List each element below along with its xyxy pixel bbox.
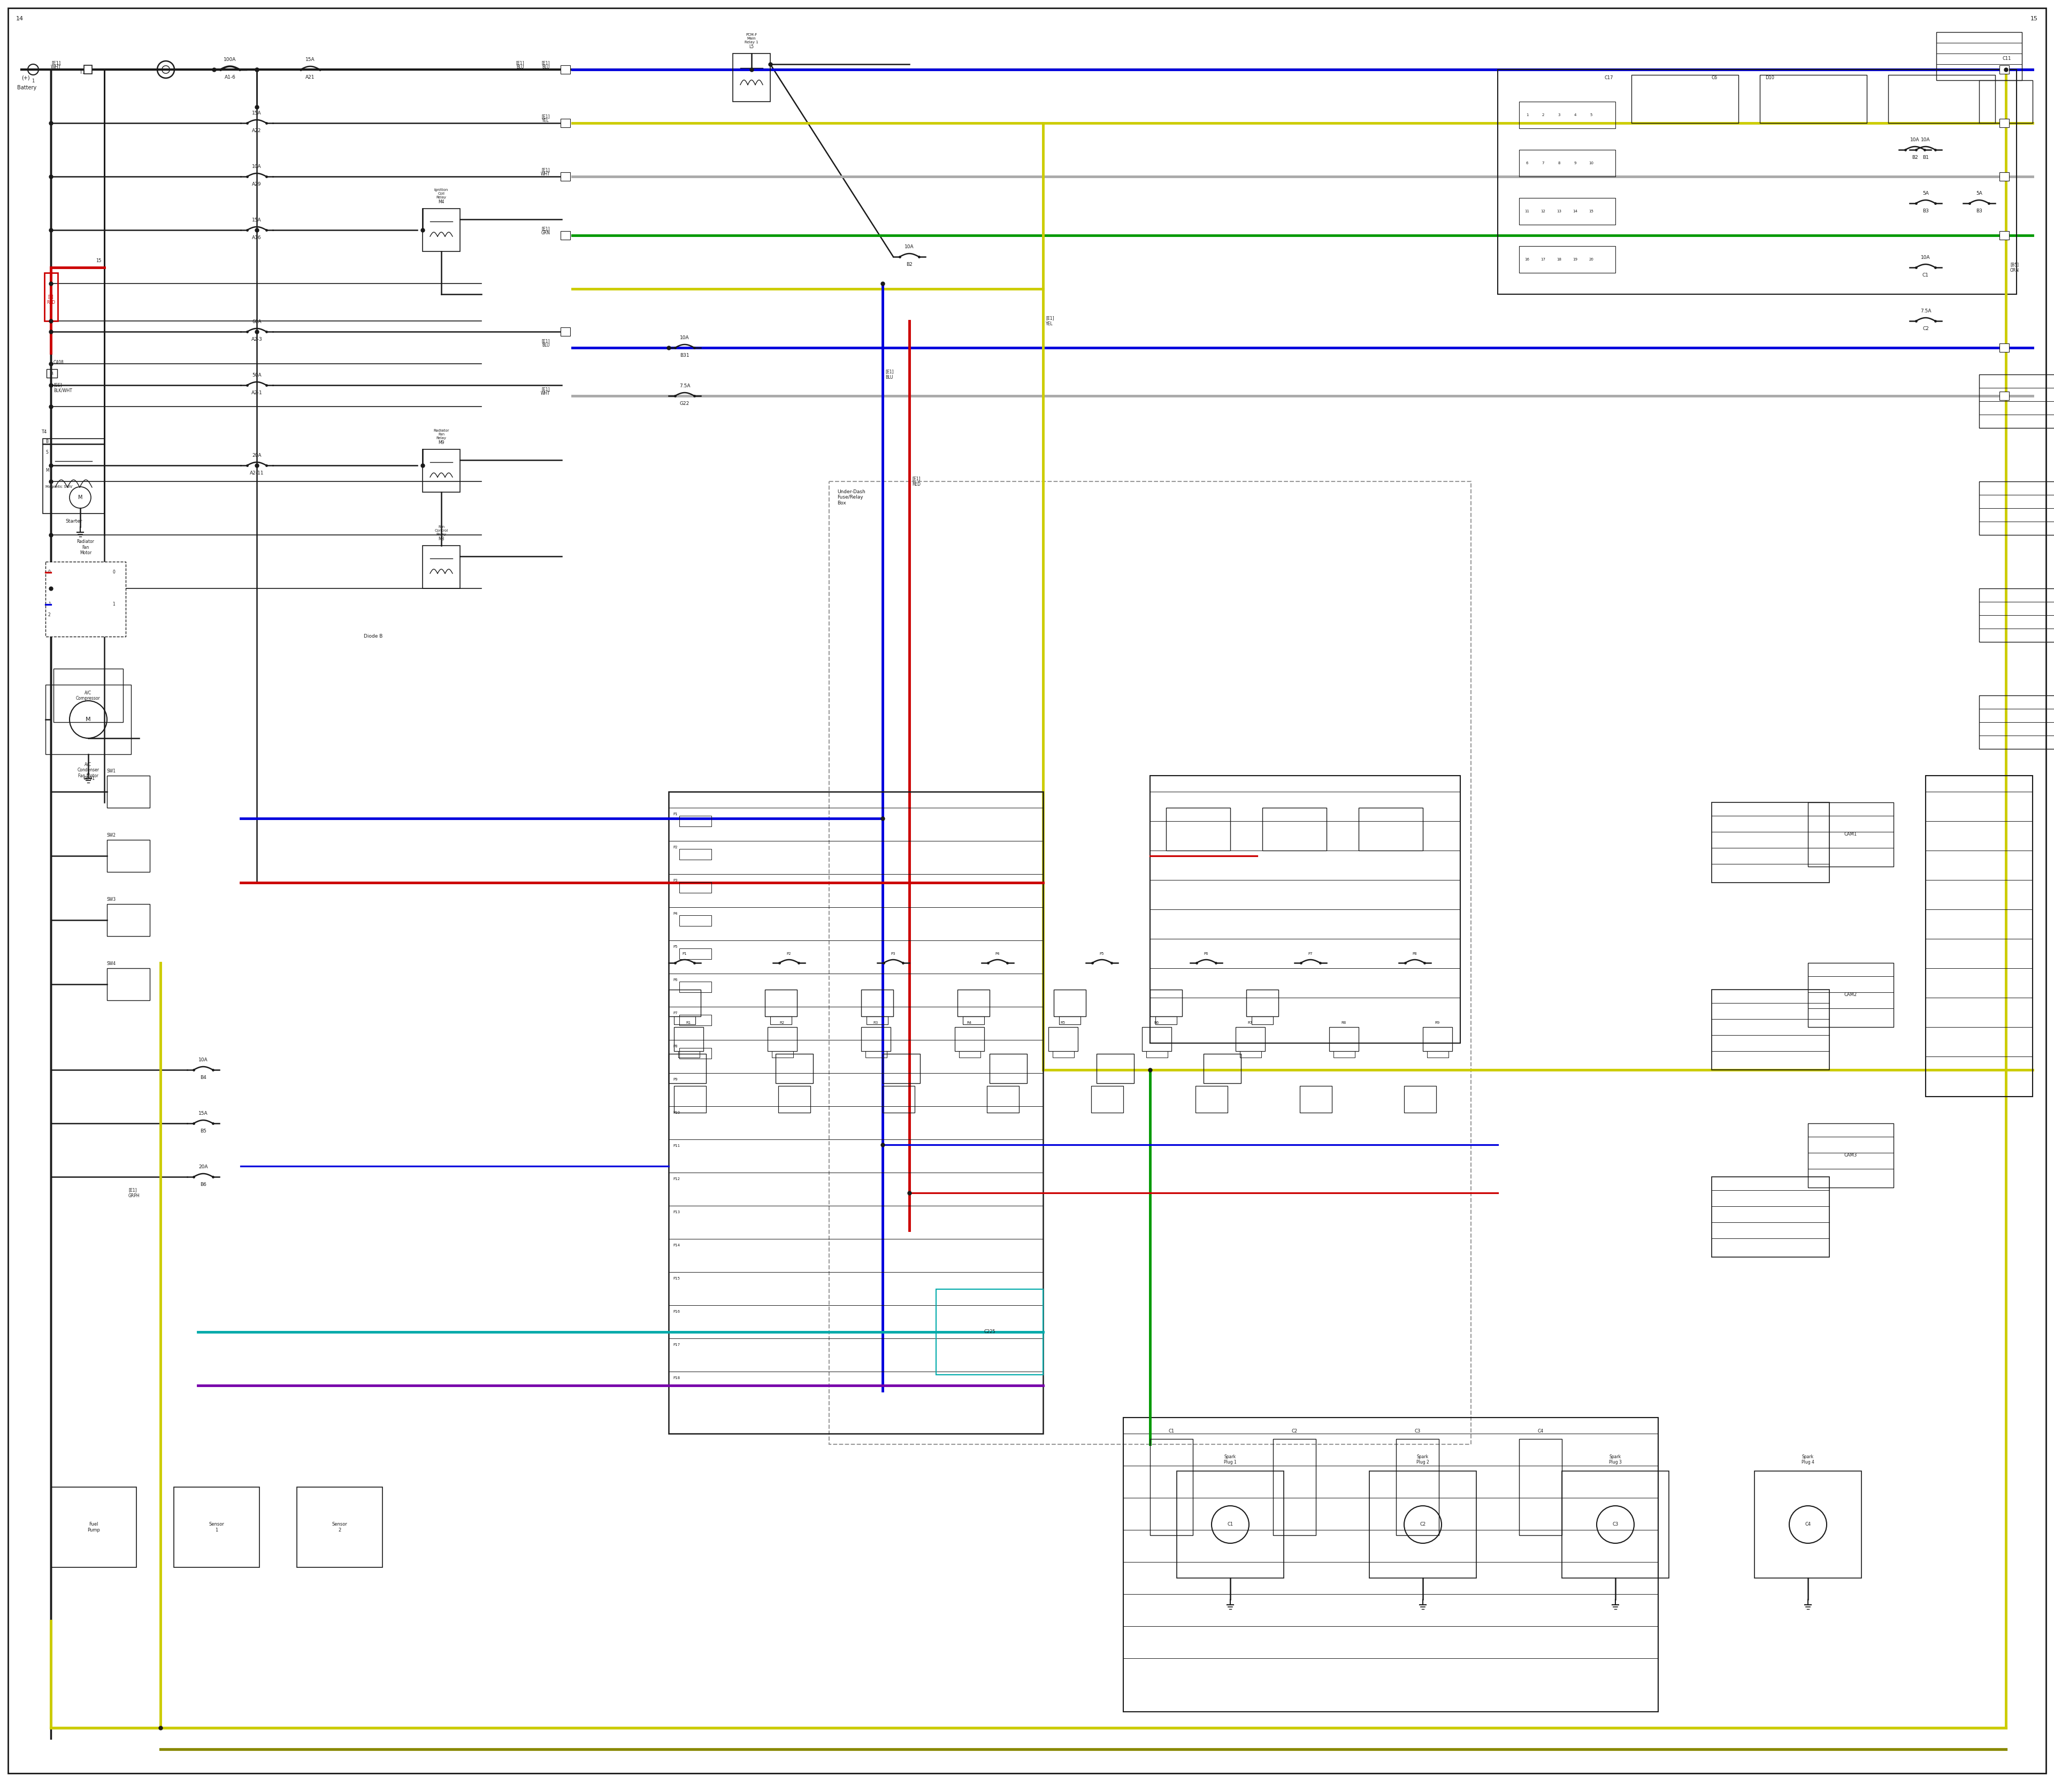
Text: 20: 20: [1590, 258, 1594, 262]
Bar: [1711, 989, 1830, 1070]
Text: T1: T1: [80, 70, 84, 75]
Bar: [1195, 1086, 1228, 1113]
Text: P2: P2: [787, 952, 791, 955]
Text: P8: P8: [1413, 952, 1417, 955]
Text: 50A: 50A: [253, 373, 261, 378]
Bar: [1520, 151, 1614, 177]
Text: A2-1: A2-1: [251, 391, 263, 396]
Text: P8: P8: [674, 1045, 678, 1048]
Bar: [861, 989, 893, 1016]
Bar: [43, 439, 105, 514]
Bar: [561, 118, 571, 127]
Text: B4: B4: [199, 1075, 205, 1081]
Text: Diode B: Diode B: [364, 634, 382, 640]
Bar: [1999, 118, 2009, 127]
Text: 14: 14: [1573, 210, 1577, 213]
Text: WHT: WHT: [51, 65, 62, 70]
Text: P5: P5: [1099, 952, 1105, 955]
Bar: [959, 1052, 980, 1057]
Text: [B5]
ORN: [B5] ORN: [2011, 262, 2019, 272]
Bar: [1237, 1027, 1265, 1052]
Text: [E1]: [E1]: [542, 61, 550, 66]
Text: P7: P7: [674, 1011, 678, 1014]
Text: M8: M8: [438, 536, 444, 541]
Text: C11: C11: [2003, 56, 2011, 61]
Bar: [1329, 1027, 1358, 1052]
Bar: [1204, 1054, 1241, 1082]
Bar: [1808, 803, 1894, 867]
Bar: [1980, 695, 2054, 749]
Bar: [561, 328, 571, 335]
Text: L5: L5: [750, 45, 754, 48]
Bar: [298, 1487, 382, 1568]
Text: 2: 2: [47, 613, 51, 618]
Text: T4: T4: [41, 430, 47, 435]
Text: C6: C6: [1711, 75, 1717, 81]
Text: 16: 16: [1524, 258, 1530, 262]
Text: B31: B31: [680, 353, 690, 358]
Text: Spark
Plug 3: Spark Plug 3: [1608, 1455, 1623, 1464]
Bar: [423, 450, 460, 493]
Text: 5A: 5A: [1923, 192, 1929, 195]
Text: 5A: 5A: [1976, 192, 1982, 195]
Bar: [1980, 588, 2054, 642]
Text: P6: P6: [674, 978, 678, 982]
Text: [E1]: [E1]: [542, 339, 550, 344]
Text: Under-Dash
Fuse/Relay
Box: Under-Dash Fuse/Relay Box: [838, 489, 865, 505]
Text: 13: 13: [1557, 210, 1561, 213]
Text: P11: P11: [674, 1145, 680, 1147]
Bar: [957, 989, 990, 1016]
Text: 12: 12: [2003, 120, 2007, 125]
Bar: [680, 815, 711, 826]
Bar: [1888, 75, 1994, 124]
Bar: [45, 561, 125, 636]
Bar: [680, 849, 711, 860]
Text: (+): (+): [21, 75, 29, 81]
Bar: [84, 65, 92, 73]
Text: P10: P10: [674, 1111, 680, 1115]
Bar: [1999, 344, 2009, 351]
Text: [E1]: [E1]: [542, 387, 550, 392]
Text: P18: P18: [674, 1376, 680, 1380]
Text: 18: 18: [1557, 258, 1561, 262]
Text: A16: A16: [253, 235, 261, 240]
Text: [E1]: [E1]: [542, 168, 550, 172]
Text: Starter: Starter: [66, 520, 82, 523]
Text: R5: R5: [1060, 1021, 1066, 1025]
Text: 2: 2: [2003, 346, 2005, 349]
Bar: [670, 989, 700, 1016]
Bar: [107, 968, 150, 1000]
Text: G22: G22: [680, 401, 690, 407]
Text: C17: C17: [1604, 75, 1614, 81]
Bar: [1397, 1439, 1440, 1536]
Text: 10: 10: [1590, 161, 1594, 165]
Bar: [1052, 1052, 1074, 1057]
Text: YEL: YEL: [542, 118, 548, 124]
Text: Sensor
1: Sensor 1: [210, 1521, 224, 1532]
Bar: [778, 1086, 811, 1113]
Bar: [1124, 1417, 1658, 1711]
Text: 0: 0: [113, 570, 115, 575]
Bar: [1760, 75, 1867, 124]
Text: 17: 17: [1540, 258, 1545, 262]
Bar: [1937, 32, 2021, 81]
Text: P2: P2: [674, 846, 678, 849]
Text: 59: 59: [563, 120, 569, 125]
Bar: [678, 1052, 700, 1057]
Text: P4: P4: [674, 912, 678, 916]
Bar: [1177, 1471, 1284, 1579]
Bar: [1370, 1471, 1477, 1579]
Bar: [107, 840, 150, 873]
Bar: [1999, 172, 2009, 181]
Bar: [1300, 1086, 1331, 1113]
Bar: [175, 1487, 259, 1568]
Text: [EE]: [EE]: [53, 383, 62, 387]
Text: WHT: WHT: [540, 172, 550, 177]
Text: 10A: 10A: [904, 244, 914, 249]
Text: Spark
Plug 4: Spark Plug 4: [1801, 1455, 1814, 1464]
Bar: [1808, 962, 1894, 1027]
Text: 10A: 10A: [253, 165, 261, 168]
Text: A/C
Compressor: A/C Compressor: [76, 690, 101, 701]
Text: 8: 8: [2003, 66, 2005, 72]
Bar: [1808, 1124, 1894, 1188]
